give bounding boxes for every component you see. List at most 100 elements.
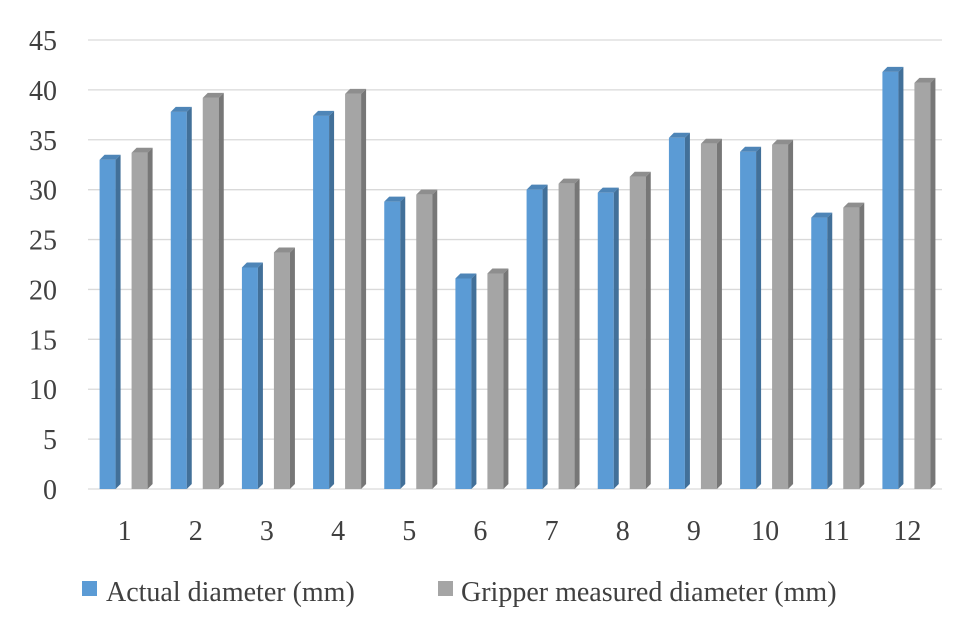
legend-swatch-actual (82, 581, 97, 596)
bar-actual-6 (455, 273, 477, 489)
bar-side (361, 88, 367, 489)
y-tick-label-25: 25 (29, 226, 57, 257)
bar-side (859, 202, 865, 490)
bar-side (400, 196, 406, 489)
bar-front (629, 176, 646, 489)
y-tick-label-40: 40 (29, 76, 57, 107)
x-tick-label-5: 5 (402, 516, 416, 547)
bar-gripper-7 (558, 178, 580, 489)
bar-front (131, 152, 148, 489)
bar-gripper-4 (345, 88, 367, 489)
bar-front (170, 111, 187, 489)
x-tick-label-3: 3 (260, 516, 274, 547)
bar-top (416, 189, 438, 195)
bar-front (914, 82, 931, 489)
bar-top (487, 268, 509, 274)
y-tick-label-15: 15 (29, 325, 57, 356)
bar-actual-5 (384, 196, 406, 489)
bar-front (668, 137, 685, 489)
bar-top (668, 132, 690, 138)
bar-side (827, 212, 833, 490)
bar-side (218, 92, 224, 490)
bar-gripper-5 (416, 189, 438, 489)
legend: Actual diameter (mm) Gripper measured di… (82, 577, 837, 608)
bar-actual-2 (170, 106, 192, 489)
bar-top (597, 187, 619, 193)
bar-side (756, 146, 762, 490)
bars (99, 66, 936, 490)
y-tick-label-0: 0 (43, 475, 57, 506)
legend-item-actual: Actual diameter (mm) (82, 577, 355, 608)
bar-actual-1 (99, 154, 121, 489)
bar-gripper-3 (273, 247, 295, 489)
bar-front (811, 217, 828, 490)
bar-gripper-2 (202, 92, 224, 490)
bar-actual-3 (241, 262, 263, 489)
bar-front (273, 252, 290, 489)
bar-side (716, 138, 722, 489)
bar-top (526, 184, 548, 190)
bar-top (202, 92, 224, 98)
bar-top (384, 196, 406, 202)
bar-top (740, 146, 762, 152)
bar-side (898, 66, 904, 489)
bar-front (597, 192, 614, 489)
legend-label-gripper: Gripper measured diameter (mm) (461, 577, 837, 608)
bar-gripper-11 (843, 202, 865, 490)
bar-side (257, 262, 263, 489)
bar-top (843, 202, 865, 208)
x-tick-label-10: 10 (751, 516, 779, 547)
x-axis-tick-labels: 1 2 3 4 5 6 7 8 9 10 11 12 (118, 516, 922, 547)
bar-front (700, 143, 717, 489)
y-tick-label-5: 5 (43, 425, 57, 456)
bar-top (455, 273, 477, 279)
bar-front (843, 207, 860, 490)
bar-actual-4 (313, 110, 335, 489)
bar-actual-9 (668, 132, 690, 489)
x-tick-label-1: 1 (118, 516, 132, 547)
bar-gripper-9 (700, 138, 722, 489)
bar-side (645, 171, 651, 489)
gridlines (88, 39, 942, 490)
bar-side (329, 110, 335, 489)
bar-side (684, 132, 690, 489)
bar-top (914, 77, 936, 83)
bar-top (558, 178, 580, 184)
bar-side (471, 273, 477, 489)
bar-actual-12 (882, 66, 904, 489)
bar-top (629, 171, 651, 177)
y-tick-label-45: 45 (29, 26, 57, 57)
bar-front (384, 201, 401, 489)
bar-front (455, 278, 472, 489)
x-tick-label-2: 2 (189, 516, 203, 547)
bar-side (930, 77, 936, 489)
bar-front (241, 267, 258, 489)
y-tick-label-30: 30 (29, 176, 57, 207)
x-tick-label-4: 4 (331, 516, 345, 547)
x-tick-label-7: 7 (545, 516, 559, 547)
bar-top (700, 138, 722, 144)
bar-top (345, 88, 367, 94)
bar-top (99, 154, 121, 160)
bar-actual-11 (811, 212, 833, 490)
bar-top (882, 66, 904, 72)
bar-top (772, 139, 794, 145)
bar-side (186, 106, 192, 489)
bar-front (345, 93, 362, 489)
bar-front (416, 194, 433, 489)
bar-side (289, 247, 295, 489)
bar-actual-8 (597, 187, 619, 489)
y-axis-tick-labels: 0 5 10 15 20 25 30 35 40 45 (29, 26, 57, 506)
bar-side (432, 189, 438, 489)
bar-top (241, 262, 263, 268)
x-tick-label-8: 8 (616, 516, 630, 547)
bar-actual-7 (526, 184, 548, 489)
bar-side (613, 187, 619, 489)
bar-gripper-10 (772, 139, 794, 489)
bar-front (558, 183, 575, 489)
legend-item-gripper: Gripper measured diameter (mm) (438, 577, 837, 608)
bar-front (772, 144, 789, 489)
x-tick-label-11: 11 (823, 516, 850, 547)
legend-swatch-gripper (438, 581, 453, 596)
